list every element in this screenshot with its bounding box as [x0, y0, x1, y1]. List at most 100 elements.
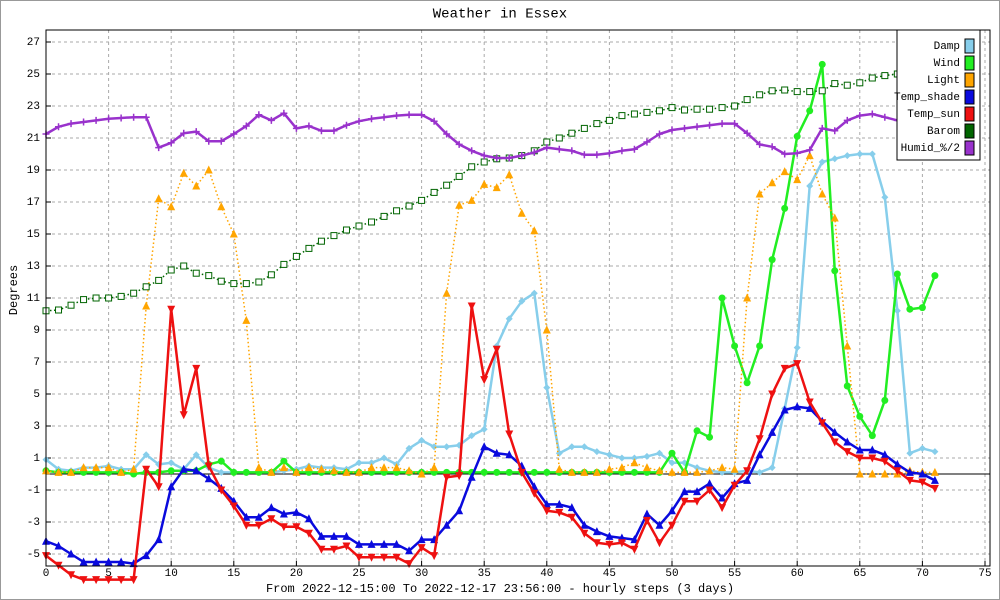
- point: [154, 535, 163, 544]
- point: [706, 105, 714, 113]
- y-tick-label: 19: [27, 165, 40, 177]
- point: [417, 469, 426, 478]
- point: [417, 535, 426, 544]
- point: [931, 272, 939, 280]
- point: [518, 297, 526, 305]
- point: [868, 110, 876, 118]
- point: [543, 468, 551, 476]
- point: [630, 145, 638, 153]
- point: [242, 122, 250, 130]
- series: [42, 302, 939, 585]
- point: [418, 436, 426, 444]
- point: [868, 74, 876, 82]
- legend-label: Wind: [934, 58, 960, 70]
- point: [505, 154, 513, 162]
- point: [655, 130, 663, 138]
- point: [130, 113, 138, 121]
- point: [192, 451, 200, 459]
- point: [617, 463, 626, 472]
- point: [655, 539, 664, 548]
- point: [718, 463, 727, 472]
- legend-swatch: [964, 140, 975, 156]
- y-tick-label: 15: [27, 229, 40, 241]
- point: [630, 535, 639, 544]
- point: [567, 513, 576, 522]
- point: [768, 390, 777, 399]
- point: [630, 454, 638, 462]
- point: [868, 445, 877, 454]
- point: [317, 127, 325, 135]
- point: [505, 315, 513, 323]
- point: [667, 506, 676, 515]
- point: [79, 557, 88, 566]
- point: [230, 280, 238, 288]
- point: [67, 571, 76, 580]
- point: [80, 118, 88, 126]
- point: [455, 472, 464, 481]
- point: [906, 449, 914, 457]
- point: [455, 506, 464, 515]
- point: [806, 88, 814, 96]
- point: [304, 514, 313, 523]
- x-tick-label: 55: [728, 568, 741, 580]
- point: [831, 155, 839, 163]
- point: [605, 464, 614, 473]
- point: [493, 154, 501, 162]
- point: [392, 463, 401, 472]
- point: [92, 294, 100, 302]
- point: [930, 467, 939, 476]
- point: [80, 296, 88, 304]
- point: [643, 108, 651, 116]
- point: [718, 120, 726, 128]
- point: [418, 111, 426, 119]
- y-tick-label: 7: [33, 357, 40, 369]
- point: [880, 457, 889, 466]
- point: [855, 454, 864, 463]
- point: [743, 475, 752, 484]
- point: [354, 467, 363, 476]
- point: [117, 467, 126, 476]
- point: [480, 158, 488, 166]
- point: [217, 202, 226, 211]
- point: [267, 271, 275, 279]
- legend-swatch: [964, 106, 975, 122]
- point: [167, 467, 175, 475]
- point: [881, 72, 889, 80]
- point: [167, 305, 176, 314]
- point: [418, 196, 426, 204]
- point: [680, 487, 689, 496]
- point: [480, 152, 488, 160]
- point: [254, 463, 263, 472]
- point: [204, 462, 213, 471]
- point: [367, 463, 376, 472]
- point: [167, 482, 176, 491]
- point: [505, 430, 514, 439]
- point: [129, 576, 138, 585]
- point: [205, 137, 213, 145]
- point: [580, 124, 588, 132]
- point: [530, 468, 538, 476]
- point: [354, 539, 363, 548]
- point: [856, 112, 864, 120]
- point: [480, 425, 488, 433]
- point: [567, 503, 576, 512]
- point: [443, 443, 451, 451]
- point: [881, 113, 889, 121]
- point: [668, 459, 676, 467]
- point: [806, 182, 814, 190]
- point: [405, 546, 414, 555]
- point: [630, 458, 639, 467]
- point: [818, 60, 826, 68]
- point: [593, 448, 601, 456]
- point: [368, 459, 376, 467]
- y-tick-label: -3: [27, 517, 40, 529]
- point: [893, 307, 901, 315]
- point: [906, 305, 914, 313]
- point: [856, 412, 864, 420]
- legend-swatch: [964, 55, 975, 71]
- point: [405, 466, 414, 475]
- point: [92, 463, 101, 472]
- point: [681, 106, 689, 114]
- point: [142, 283, 150, 291]
